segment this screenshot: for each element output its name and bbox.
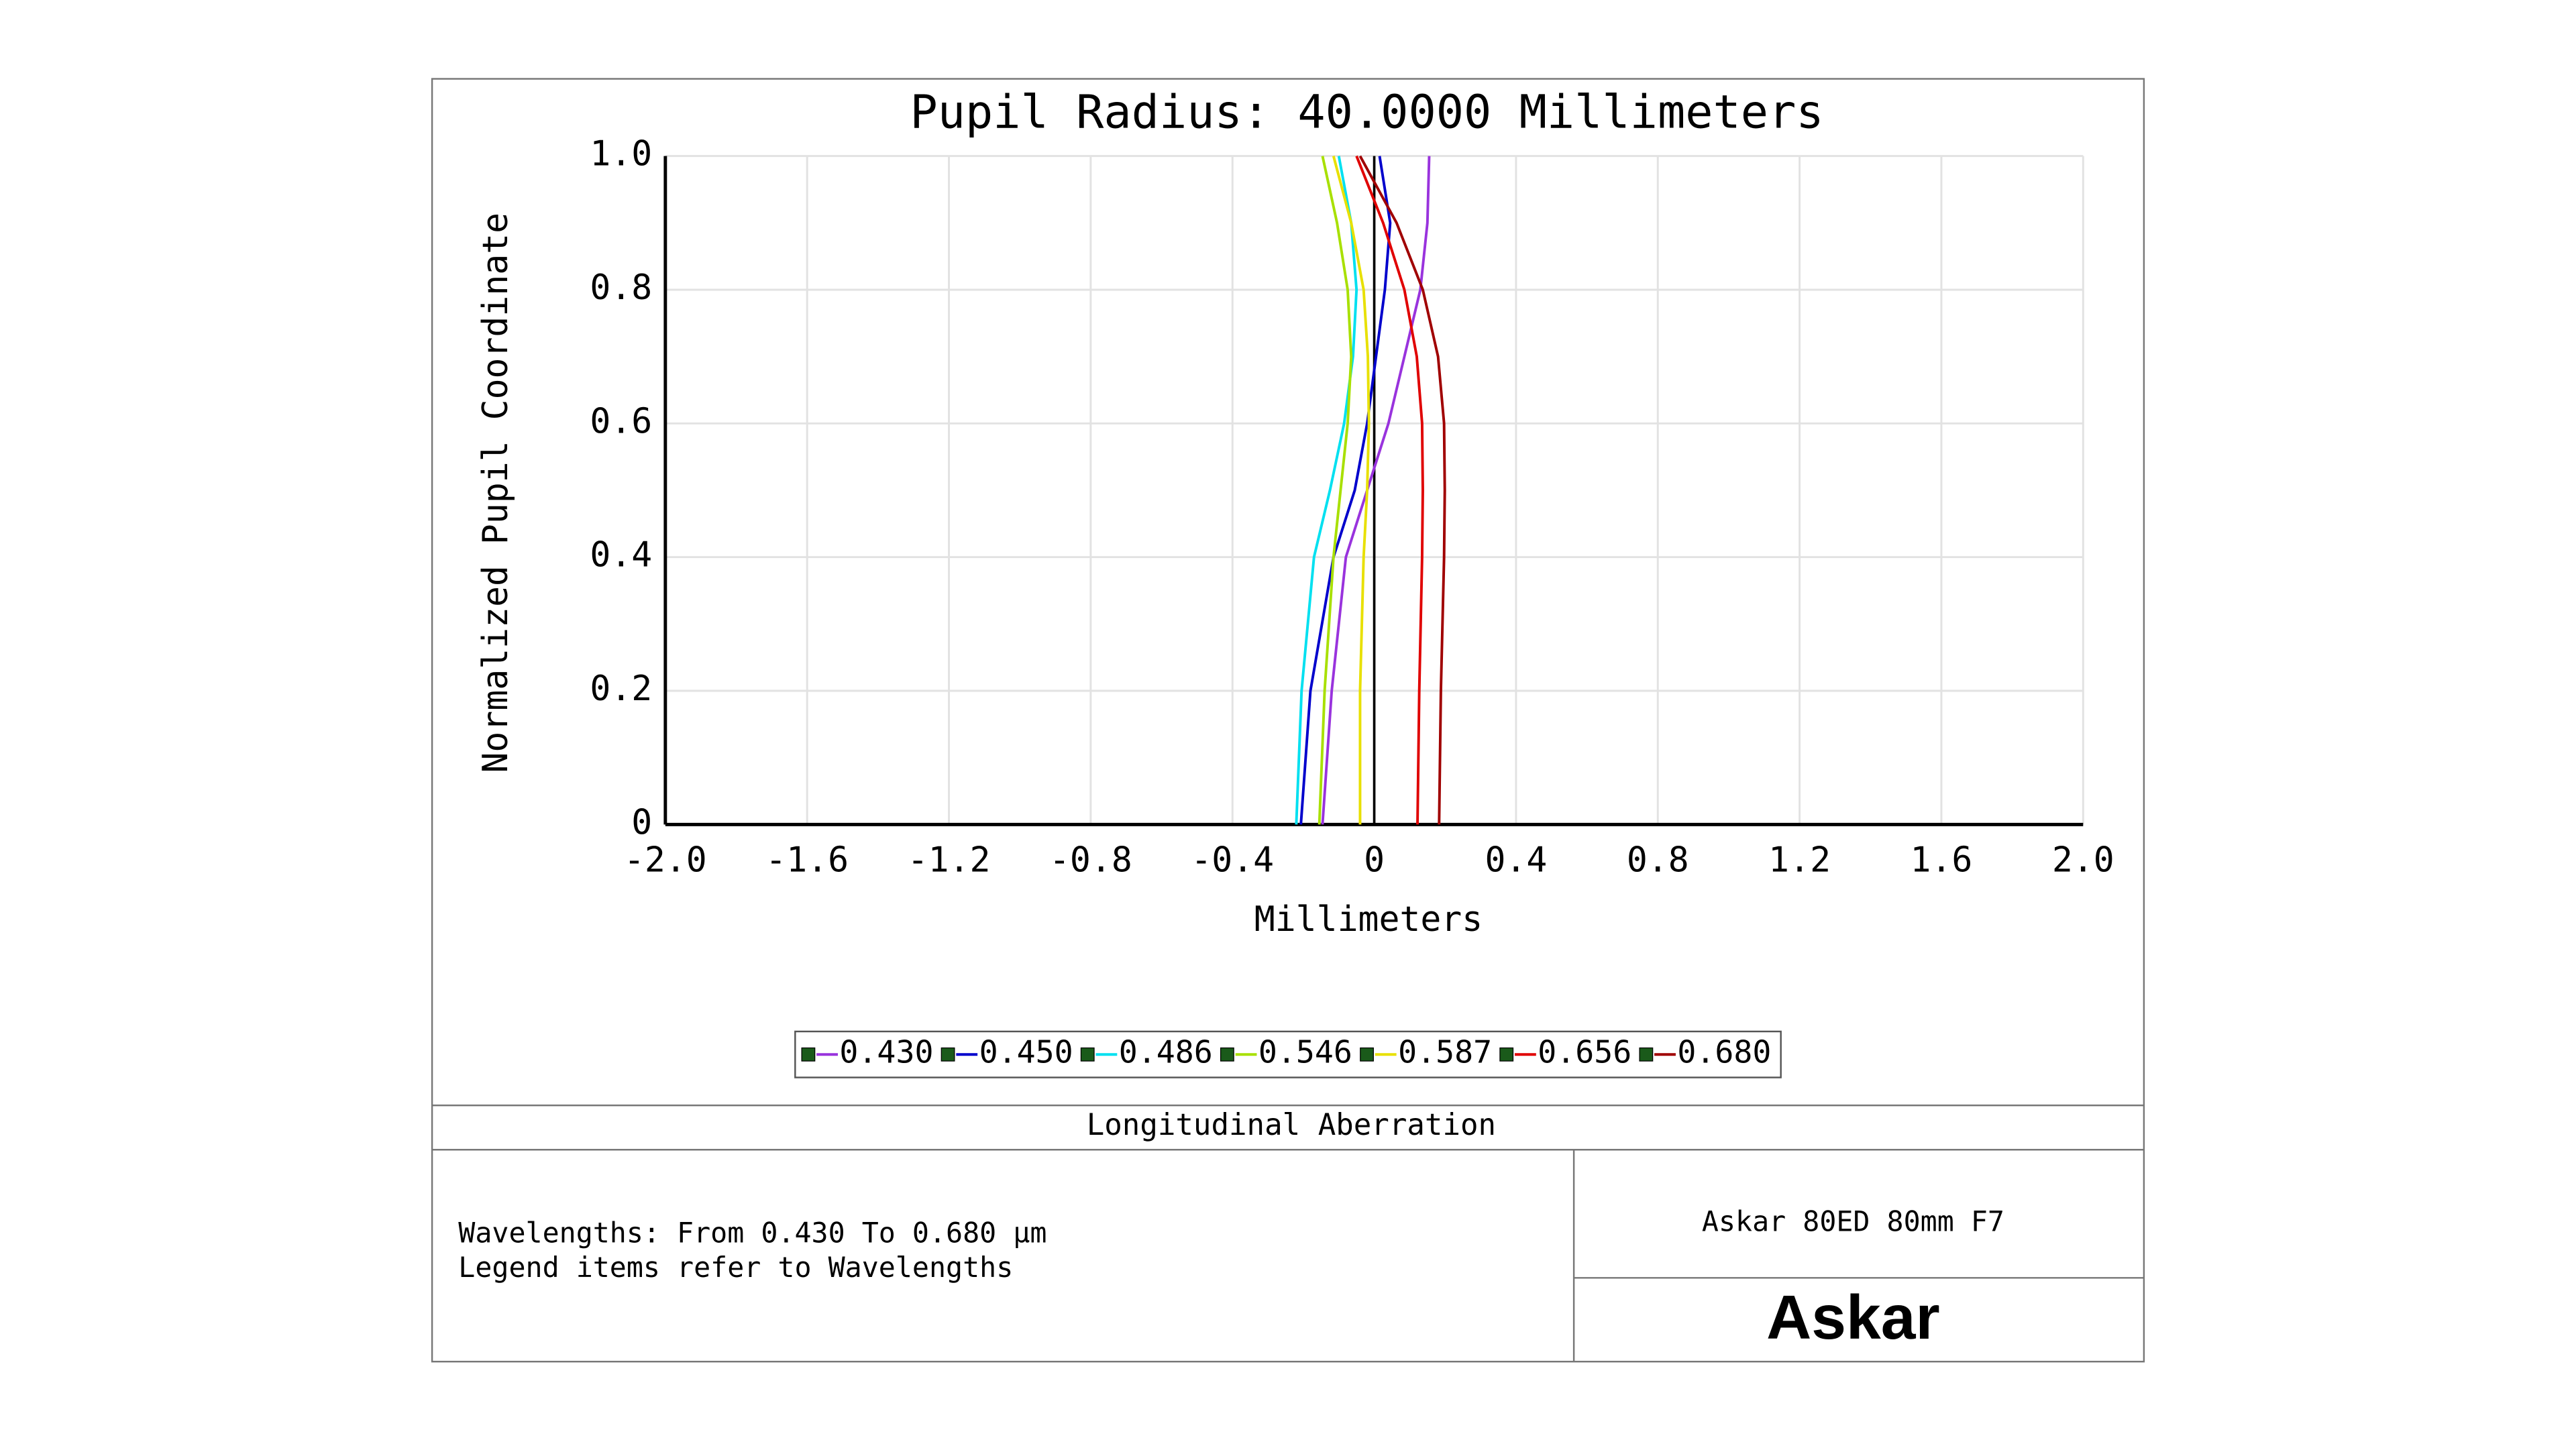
x-tick-label: 0 — [1364, 840, 1385, 881]
chart-title: Pupil Radius: 40.0000 Millimeters — [910, 85, 1823, 139]
legend-marker — [1639, 1047, 1654, 1062]
series-line — [1299, 156, 1392, 825]
series-line — [1358, 155, 1446, 825]
legend-label: 0.680 — [1677, 1034, 1771, 1070]
y-tick-label: 0.6 — [590, 401, 652, 441]
x-axis-label: Millimeters — [1254, 899, 1483, 940]
series-line — [1355, 155, 1424, 825]
legend-label: 0.430 — [839, 1034, 933, 1070]
x-tick-label: 0.8 — [1627, 840, 1689, 881]
x-tick-label: 2.0 — [2052, 840, 2114, 881]
y-tick-label: 0.4 — [590, 535, 652, 575]
x-tick-label: -0.8 — [1049, 840, 1132, 881]
brand-logo: Askar — [1766, 1282, 1940, 1352]
series-line — [1332, 156, 1371, 825]
y-tick-label: 0 — [631, 802, 652, 842]
legend-marker — [1499, 1047, 1514, 1062]
legend-marker — [801, 1047, 816, 1062]
legend-marker — [1080, 1047, 1095, 1062]
series-line — [1321, 156, 1431, 825]
note: Wavelengths: From 0.430 To 0.680 µm — [458, 1217, 1046, 1249]
legend-label: 0.450 — [979, 1034, 1073, 1070]
legend-marker — [941, 1047, 955, 1062]
x-tick-label: -2.0 — [624, 840, 707, 881]
caption: Longitudinal Aberration — [1087, 1108, 1496, 1142]
y-axis-label: Normalized Pupil Coordinate — [476, 213, 516, 773]
x-tick-label: -1.2 — [908, 840, 991, 881]
y-tick-label: 0.8 — [590, 268, 652, 308]
legend-marker — [1360, 1047, 1374, 1062]
x-tick-label: -0.4 — [1191, 840, 1274, 881]
series-line — [1318, 156, 1353, 825]
x-tick-label: 1.6 — [1911, 840, 1973, 881]
y-tick-label: 1.0 — [590, 134, 652, 174]
x-tick-label: -1.6 — [765, 840, 849, 881]
product-name: Askar 80ED 80mm F7 — [1702, 1205, 2004, 1237]
plot-frame — [431, 78, 2145, 1363]
legend-marker — [1220, 1047, 1234, 1062]
legend-label: 0.486 — [1119, 1034, 1213, 1070]
y-tick-label: 0.2 — [590, 669, 652, 709]
x-tick-label: 1.2 — [1768, 840, 1831, 881]
legend-label: 0.587 — [1398, 1034, 1492, 1070]
x-tick-label: 0.4 — [1485, 840, 1547, 881]
series-line — [1295, 156, 1358, 825]
legend-label: 0.546 — [1258, 1034, 1352, 1070]
note: Legend items refer to Wavelengths — [458, 1251, 1013, 1284]
legend-label: 0.656 — [1538, 1034, 1631, 1070]
